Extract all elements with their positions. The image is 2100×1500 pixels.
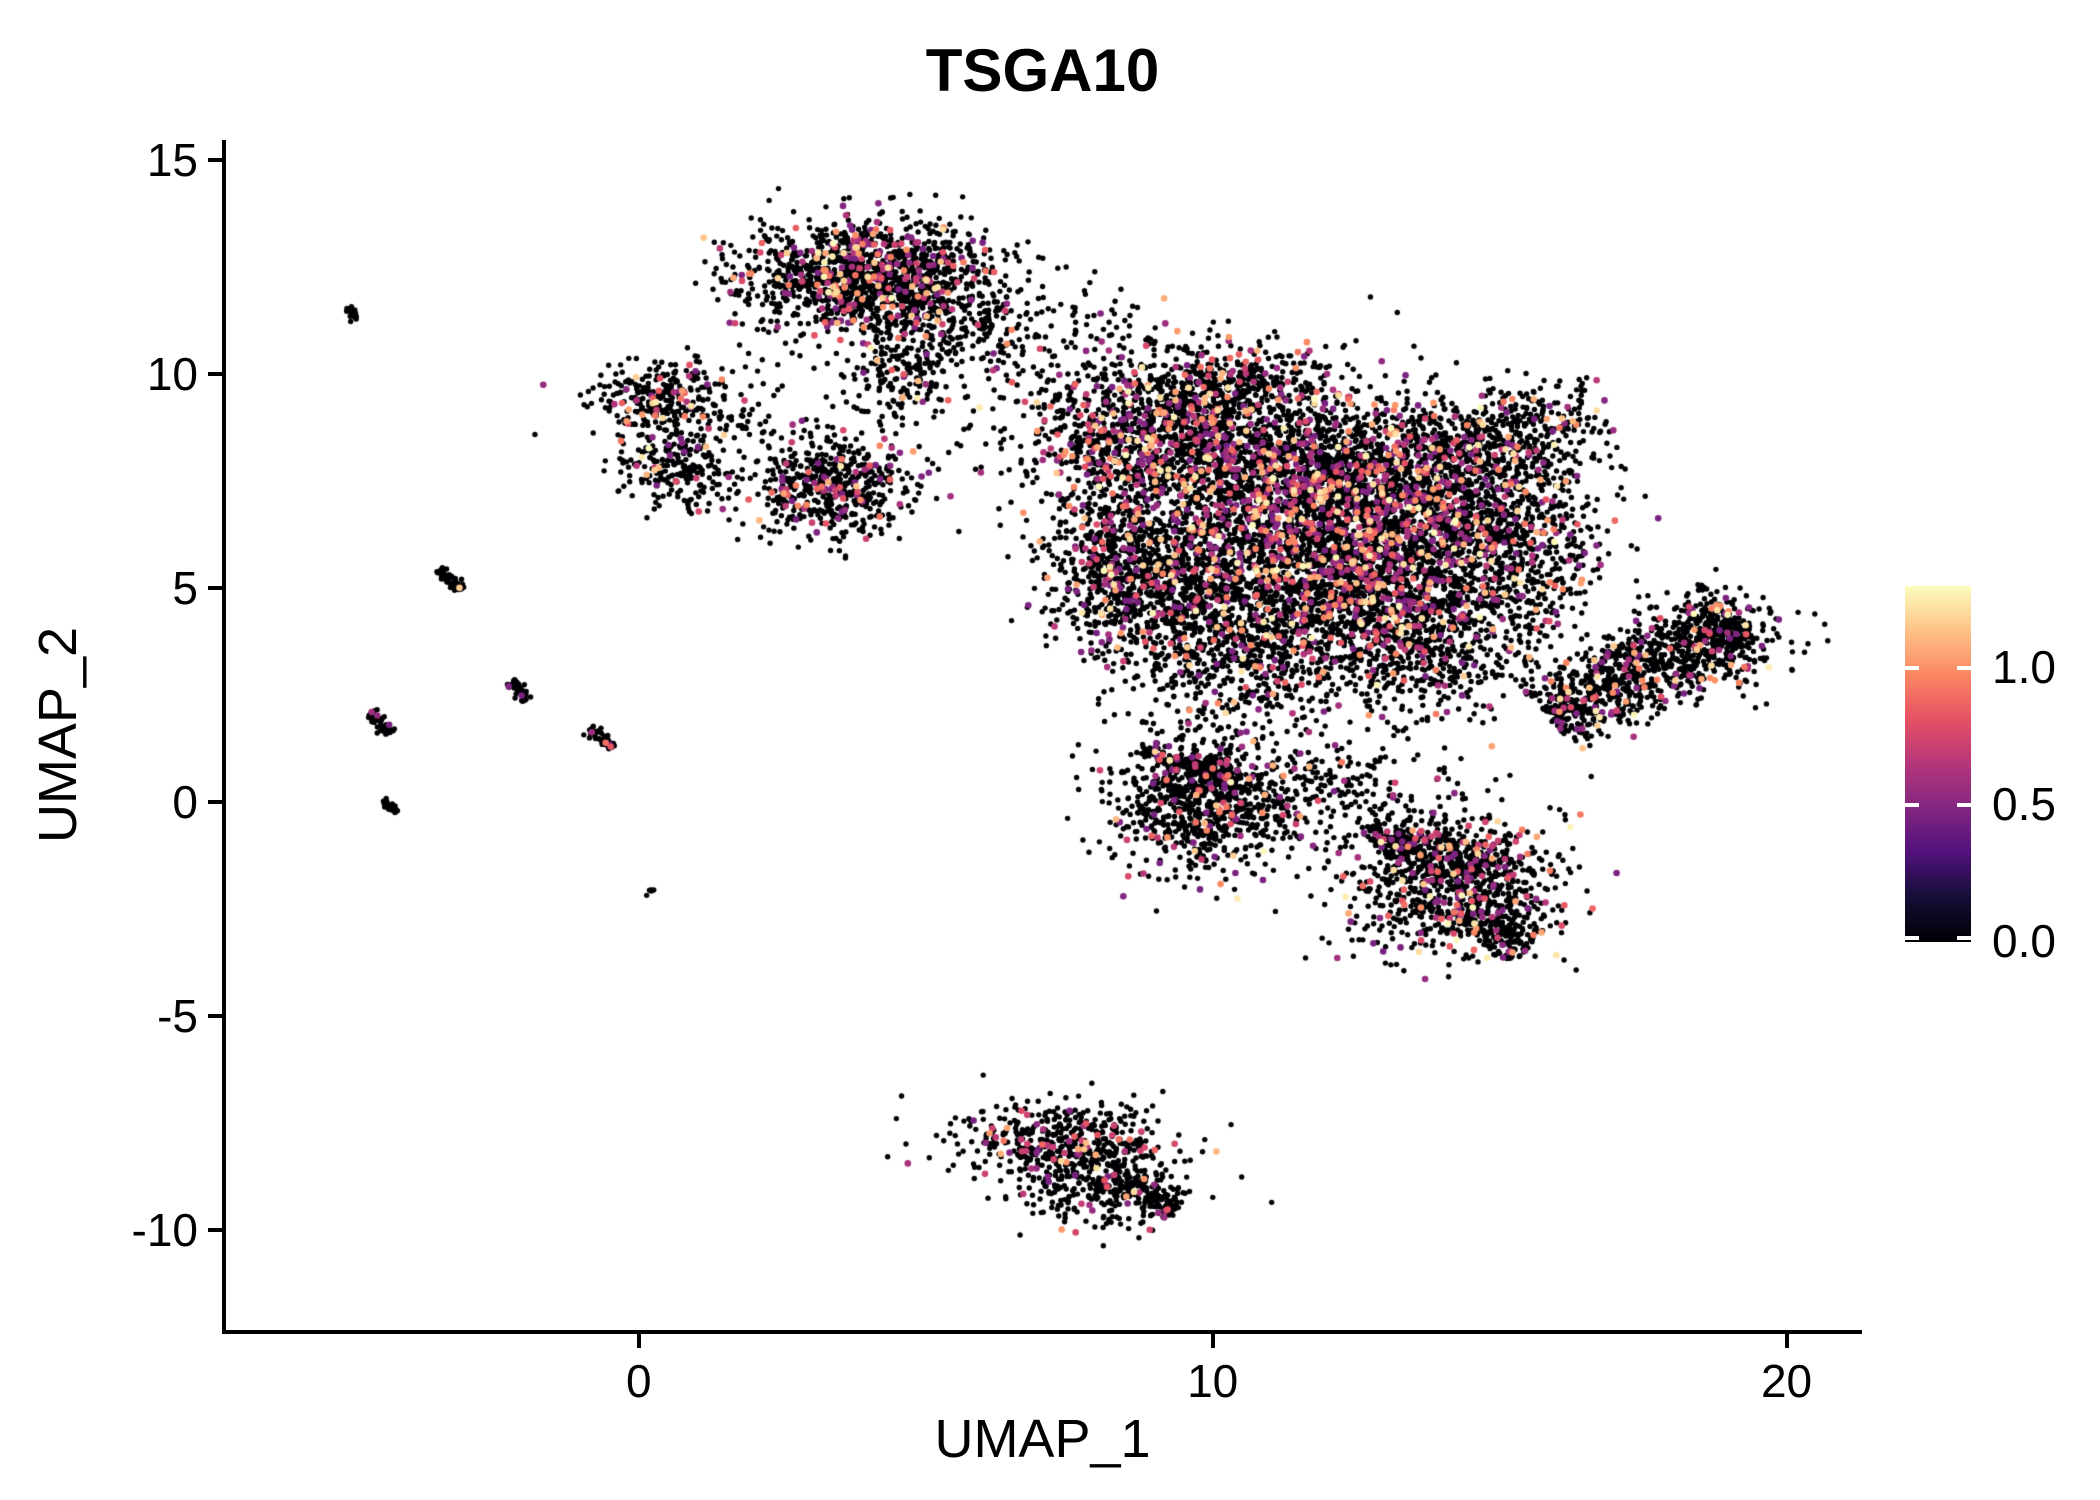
y-tick-mark: [208, 586, 222, 590]
y-tick-label: -10: [131, 1203, 198, 1256]
y-axis-label: UMAP_2: [28, 626, 88, 844]
x-tick-label: 10: [1187, 1355, 1239, 1407]
y-tick-label: 5: [172, 562, 198, 614]
y-tick-mark: [208, 799, 222, 804]
x-axis-line: [222, 1330, 1862, 1334]
colorbar-tick-mark: [1957, 666, 1971, 671]
y-tick-label: 15: [146, 134, 198, 187]
x-tick-label: 0: [625, 1355, 652, 1407]
colorbar-tick-mark: [1905, 936, 1919, 940]
colorbar-tick-label: 0.5: [1992, 778, 2056, 831]
y-tick-label: -5: [157, 989, 198, 1042]
plot-title: TSGA10: [925, 37, 1160, 104]
colorbar-tick-mark: [1957, 803, 1971, 808]
y-tick-label: 0: [172, 775, 198, 828]
y-tick-label: 10: [146, 348, 198, 401]
y-axis-line: [222, 140, 226, 1334]
colorbar-tick-label: 0.0: [1992, 915, 2056, 967]
colorbar-gradient: [1905, 586, 1971, 942]
colorbar-tick-mark: [1957, 936, 1971, 940]
y-tick-mark: [208, 1013, 222, 1018]
y-tick-mark: [208, 1227, 222, 1232]
colorbar-tick-mark: [1905, 803, 1919, 808]
x-tick-mark: [1210, 1334, 1215, 1348]
colorbar-tick-label: 1.0: [1992, 641, 2056, 694]
x-tick-label: 20: [1760, 1355, 1813, 1407]
x-axis-label: UMAP_1: [934, 1409, 1151, 1469]
y-tick-mark: [208, 372, 222, 377]
x-tick-mark: [636, 1334, 641, 1348]
colorbar-tick-mark: [1905, 666, 1919, 671]
y-tick-mark: [208, 158, 222, 163]
x-tick-mark: [1784, 1334, 1789, 1348]
